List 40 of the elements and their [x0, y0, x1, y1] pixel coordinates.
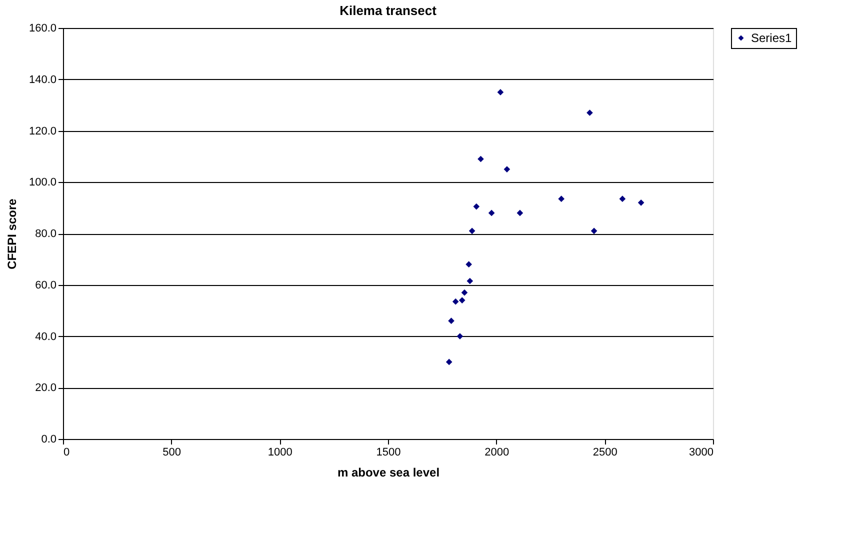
x-tick-label: 500	[162, 446, 182, 458]
point	[461, 289, 468, 296]
point	[619, 196, 626, 202]
y-tick-label: 0.0	[41, 434, 56, 446]
y-tick-label: 140.0	[28, 74, 56, 86]
point	[446, 358, 452, 366]
point	[448, 318, 454, 324]
y-tick-label: 120.0	[28, 125, 56, 138]
x-tick-label: 1000	[268, 446, 292, 458]
legend-label: Series1	[751, 31, 792, 45]
y-tick-label: 20.0	[35, 382, 56, 394]
point	[456, 333, 464, 340]
y-tick-label: 160.0	[28, 22, 56, 34]
point	[468, 228, 476, 234]
y-tick-label: 40.0	[35, 330, 56, 343]
point	[488, 210, 495, 216]
x-tick-label: 1500	[376, 446, 401, 458]
x-axis-title: m above sea level	[337, 466, 440, 480]
point	[558, 196, 564, 202]
point	[516, 210, 524, 216]
point	[466, 278, 474, 284]
point	[586, 110, 593, 116]
point	[466, 261, 472, 268]
x-tick-label: 2500	[592, 446, 618, 458]
point	[458, 297, 466, 304]
point	[638, 200, 644, 206]
y-tick-label: 100.0	[28, 176, 56, 189]
y-tick-label: 60.0	[35, 279, 56, 292]
point	[497, 89, 504, 96]
point	[473, 203, 480, 210]
x-tick-label: 3000	[689, 446, 714, 458]
chart-title: Kilema transect	[340, 3, 438, 18]
y-tick-label: 80.0	[35, 228, 56, 240]
y-axis-title: CFEPI score	[4, 198, 19, 270]
x-tick-label: 2000	[484, 446, 510, 458]
point	[478, 156, 484, 162]
x-tick-label: 0	[64, 446, 70, 458]
point	[504, 166, 510, 172]
point	[590, 228, 598, 234]
point	[452, 298, 459, 305]
